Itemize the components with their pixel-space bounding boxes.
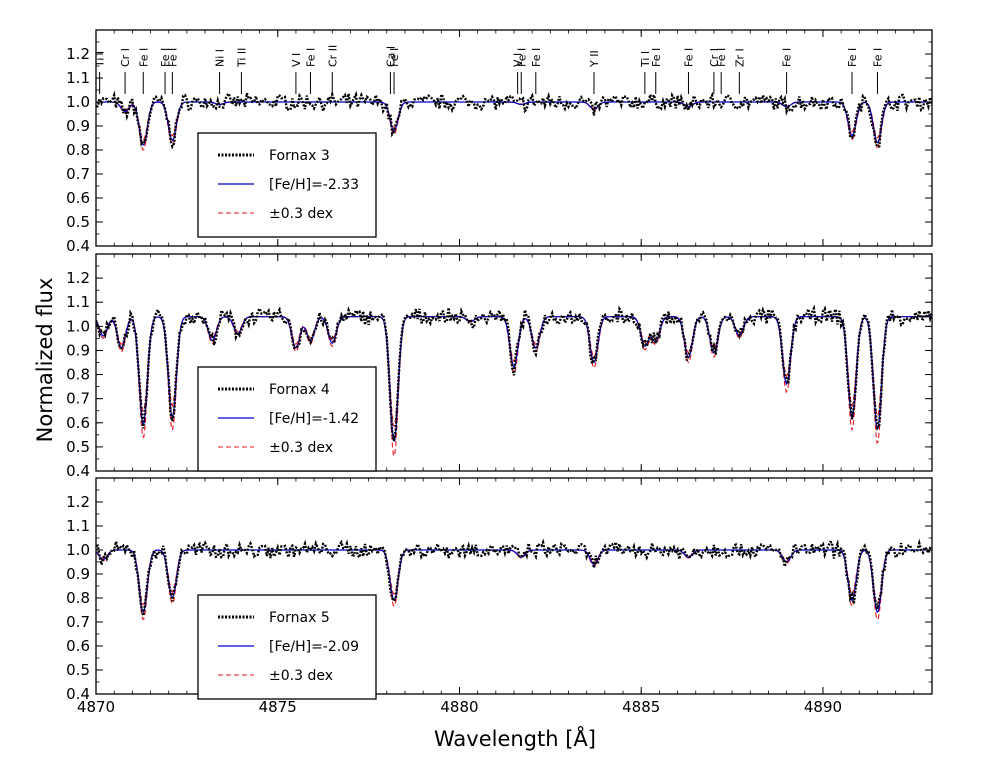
line-id-label: Fe I	[305, 48, 318, 67]
observed-line	[96, 304, 932, 442]
y-tick-label: 1.0	[66, 93, 90, 111]
y-tick-label: 1.2	[66, 45, 90, 63]
y-tick-label: 1.1	[66, 69, 90, 87]
y-tick-label: 1.0	[66, 317, 90, 335]
y-tick-label: 0.8	[66, 589, 90, 607]
y-tick-label: 0.4	[66, 237, 90, 255]
y-tick-label: 0.5	[66, 661, 90, 679]
legend-box	[197, 594, 377, 700]
y-tick-label: 1.2	[66, 269, 90, 287]
panel-curves	[96, 89, 932, 151]
y-tick-label: 0.7	[66, 165, 90, 183]
y-tick-label: 0.6	[66, 414, 90, 432]
line-id-label: V I	[512, 53, 525, 67]
y-tick-label: 0.8	[66, 366, 90, 384]
legend: Fornax 5 [Fe/H]=-2.09 ±0.3 dex	[197, 594, 377, 700]
line-id-label: Ca I	[384, 46, 397, 67]
legend-label-model: [Fe/H]=-2.33	[269, 177, 359, 193]
line-id-label: Fe I	[715, 48, 728, 67]
legend-label-model: [Fe/H]=-2.09	[269, 639, 359, 655]
y-tick-label: 0.8	[66, 141, 90, 159]
y-tick-label: 0.5	[66, 213, 90, 231]
legend-label-observed: Fornax 4	[269, 382, 330, 398]
line-id-label: Cr I	[708, 48, 721, 67]
spectrum-panels: 0.4 0.5 0.6 0.7 0.8 0.9 1.0 1.1 1.2 Fornax 3 [Fe/H…	[66, 29, 933, 716]
y-axis-label: Normalized flux	[33, 278, 57, 443]
y-tick-label: 0.9	[66, 117, 90, 135]
y-tick-label: 0.4	[66, 462, 90, 480]
y-tick-label: 0.5	[66, 438, 90, 456]
x-tick-label: 4880	[440, 698, 478, 716]
legend-label-bounds: ±0.3 dex	[269, 668, 333, 684]
panel-fornax-4: 0.4 0.5 0.6 0.7 0.8 0.9 1.0 1.1 1.2 Fornax 4 [Fe/H…	[66, 253, 933, 480]
line-id-label: Fe I	[515, 48, 528, 67]
x-tick-label: 4890	[804, 698, 842, 716]
legend-label-observed: Fornax 3	[269, 148, 330, 164]
legend-box	[197, 366, 377, 472]
line-id-label: Fe I	[159, 48, 172, 67]
y-tick-label: 1.1	[66, 517, 90, 535]
legend-label-bounds: ±0.3 dex	[269, 440, 333, 456]
y-tick-label: 0.9	[66, 565, 90, 583]
y-tick-label: 0.4	[66, 685, 90, 703]
legend: Fornax 4 [Fe/H]=-1.42 ±0.3 dex	[197, 366, 377, 472]
line-identifications: Ti I Cr I Fe I Fe IFe I Ni I Ti II V I Fe I Cr I…	[94, 45, 885, 94]
line-id-label: Ti II	[235, 48, 248, 68]
line-id-label: Fe I	[846, 48, 859, 67]
legend-label-model: [Fe/H]=-1.42	[269, 411, 359, 427]
y-tick-label: 1.1	[66, 293, 90, 311]
observed-line	[96, 89, 932, 150]
line-id-label: Cr I	[119, 48, 132, 67]
y-tick-label: 0.6	[66, 189, 90, 207]
line-id-label: Ni I	[214, 49, 227, 67]
legend: Fornax 3 [Fe/H]=-2.33 ±0.3 dex	[197, 132, 377, 238]
y-tick-label: 1.0	[66, 541, 90, 559]
y-tick-label: 0.7	[66, 613, 90, 631]
legend-label-bounds: ±0.3 dex	[269, 206, 333, 222]
line-id-label: Fe I	[166, 48, 179, 67]
bound-upper-line	[96, 316, 932, 457]
y-tick-label: 0.6	[66, 637, 90, 655]
panel-curves	[96, 537, 932, 621]
line-id-label: Ti I	[94, 51, 107, 68]
y-tick-label: 1.2	[66, 493, 90, 511]
panel-curves	[96, 304, 932, 457]
line-id-label: Fe I	[650, 48, 663, 67]
x-tick-label: 4870	[77, 698, 115, 716]
panel-fornax-3: 0.4 0.5 0.6 0.7 0.8 0.9 1.0 1.1 1.2 Fornax 3 [Fe/H…	[66, 29, 933, 255]
line-id-label: Fe I	[137, 48, 150, 67]
line-id-label: Y II	[588, 50, 601, 68]
line-id-label: V I	[290, 53, 303, 67]
y-tick-label: 0.9	[66, 341, 90, 359]
line-id-label: Ti I	[639, 51, 652, 68]
panel-fornax-5: 0.4 0.5 0.6 0.7 0.8 0.9 1.0 1.1 1.2 4870 4875 4880 4…	[66, 477, 933, 716]
legend-label-observed: Fornax 5	[269, 610, 330, 626]
line-id-label: Fe I	[388, 48, 401, 67]
x-tick-label: 4875	[259, 698, 297, 716]
observed-line	[96, 537, 932, 616]
line-id-label: Zr I	[733, 48, 746, 67]
line-id-label: Fe I	[683, 48, 696, 67]
line-id-label: Fe I	[530, 48, 543, 67]
x-tick-label: 4885	[622, 698, 660, 716]
x-axis-label: Wavelength [Å]	[434, 725, 596, 751]
y-tick-label: 0.7	[66, 390, 90, 408]
line-id-label: Fe I	[781, 48, 794, 67]
legend-box	[197, 132, 377, 238]
line-id-label: Fe I	[872, 48, 885, 67]
line-id-label: Cr II	[326, 45, 339, 67]
